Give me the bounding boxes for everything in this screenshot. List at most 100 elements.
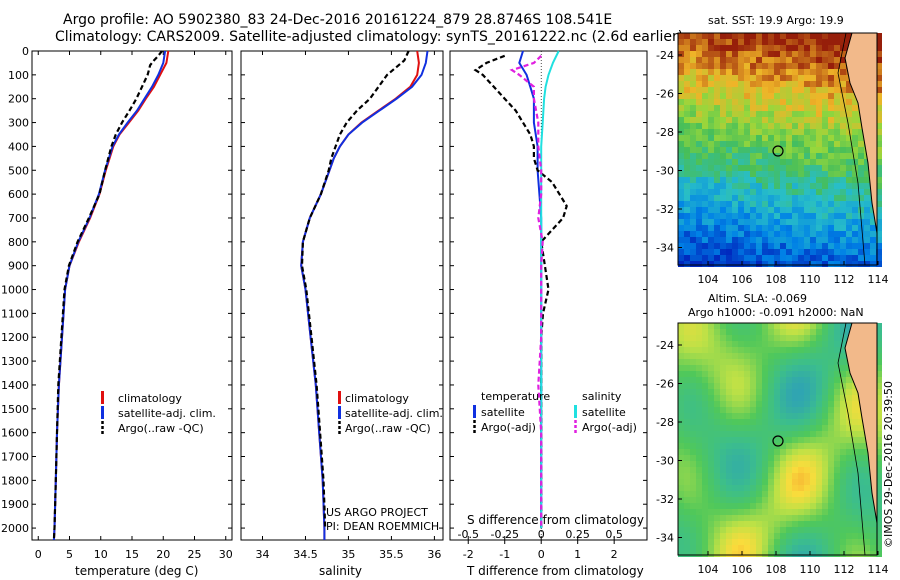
- sla-cell: [822, 545, 828, 551]
- sla-cell: [750, 347, 756, 353]
- sla-cell: [732, 401, 738, 407]
- sst-cell: [822, 213, 828, 219]
- sla-cell: [696, 515, 702, 521]
- sla-cell: [726, 377, 732, 383]
- sst-cell: [834, 105, 840, 111]
- sla-cell: [762, 509, 768, 515]
- diff-salinity-argo-line: [509, 55, 544, 529]
- salinity-xlabel: salinity: [319, 564, 362, 578]
- sla-cell: [720, 521, 726, 527]
- sla-cell: [702, 359, 708, 365]
- sst-cell: [684, 195, 690, 201]
- sla-cell: [816, 479, 822, 485]
- sst-cell: [834, 165, 840, 171]
- sst-cell: [756, 123, 762, 129]
- sst-cell: [834, 69, 840, 75]
- sla-cell: [858, 437, 864, 443]
- salinity-panel-frame: [240, 50, 444, 541]
- sla-cell: [726, 323, 732, 329]
- sst-cell: [846, 87, 852, 93]
- sla-cell: [762, 449, 768, 455]
- sst-cell: [732, 165, 738, 171]
- sla-cell: [780, 413, 786, 419]
- sla-cell: [828, 407, 834, 413]
- sla-cell: [780, 545, 786, 551]
- sla-cell: [792, 443, 798, 449]
- sla-cell: [840, 419, 846, 425]
- sst-cell: [780, 117, 786, 123]
- sst-cell: [774, 39, 780, 45]
- sla-cell: [720, 413, 726, 419]
- sst-cell: [876, 237, 882, 243]
- sla-cell: [804, 503, 810, 509]
- sst-cell: [726, 111, 732, 117]
- sla-cell: [750, 413, 756, 419]
- sst-cell: [792, 171, 798, 177]
- sla-cell: [720, 371, 726, 377]
- sla-cell: [738, 401, 744, 407]
- sst-cell: [786, 141, 792, 147]
- sla-cell: [798, 545, 804, 551]
- sla-cell: [834, 329, 840, 335]
- sla-cell: [702, 329, 708, 335]
- sla-cell: [744, 431, 750, 437]
- sst-cell: [744, 183, 750, 189]
- sst-cell: [678, 117, 684, 123]
- sst-cell: [696, 201, 702, 207]
- sla-cell: [708, 431, 714, 437]
- sla-cell: [726, 437, 732, 443]
- sla-cell: [798, 473, 804, 479]
- sst-cell: [804, 33, 810, 39]
- sla-cell: [810, 431, 816, 437]
- sla-cell: [732, 515, 738, 521]
- sst-cell: [804, 147, 810, 153]
- sla-cell: [738, 425, 744, 431]
- sst-cell: [726, 201, 732, 207]
- sla-cell: [798, 359, 804, 365]
- sst-cell: [696, 231, 702, 237]
- sla-cell: [762, 323, 768, 329]
- sst-cell: [846, 111, 852, 117]
- legend-temp-satellite-label: satellite: [481, 406, 525, 419]
- temperature-tick-label: 5: [66, 548, 73, 561]
- sst-cell: [804, 231, 810, 237]
- sla-cell: [696, 479, 702, 485]
- sst-cell: [822, 87, 828, 93]
- sla-cell: [858, 479, 864, 485]
- depth-tick-label: 1300: [1, 355, 29, 368]
- sla-cell: [822, 515, 828, 521]
- sla-cell: [780, 335, 786, 341]
- legend-climatology-swatch: [101, 391, 104, 404]
- sst-cell: [852, 177, 858, 183]
- sst-cell: [708, 147, 714, 153]
- sla-cell: [696, 401, 702, 407]
- sst-cell: [744, 117, 750, 123]
- sst-cell: [756, 129, 762, 135]
- difference-bottom-label: T difference from climatology: [466, 564, 644, 578]
- sst-cell: [846, 81, 852, 87]
- sla-cell: [768, 443, 774, 449]
- sst-cell: [834, 153, 840, 159]
- sla-cell: [702, 527, 708, 533]
- sla-cell: [696, 521, 702, 527]
- sst-cell: [708, 129, 714, 135]
- sla-cell: [738, 413, 744, 419]
- sla-cell: [708, 461, 714, 467]
- sst-cell: [876, 213, 882, 219]
- sst-cell: [762, 195, 768, 201]
- sst-cell: [852, 135, 858, 141]
- sst-cell: [876, 39, 882, 45]
- sst-cell: [762, 117, 768, 123]
- sst-cell: [738, 81, 744, 87]
- sst-cell: [756, 159, 762, 165]
- sst-cell: [696, 213, 702, 219]
- sst-cell: [768, 201, 774, 207]
- sla-cell: [732, 473, 738, 479]
- sst-cell: [804, 195, 810, 201]
- sst-cell: [864, 171, 870, 177]
- map-lon-label: 110: [800, 563, 821, 576]
- sst-cell: [762, 147, 768, 153]
- sla-cell: [732, 443, 738, 449]
- sst-cell: [774, 249, 780, 255]
- sst-cell: [678, 105, 684, 111]
